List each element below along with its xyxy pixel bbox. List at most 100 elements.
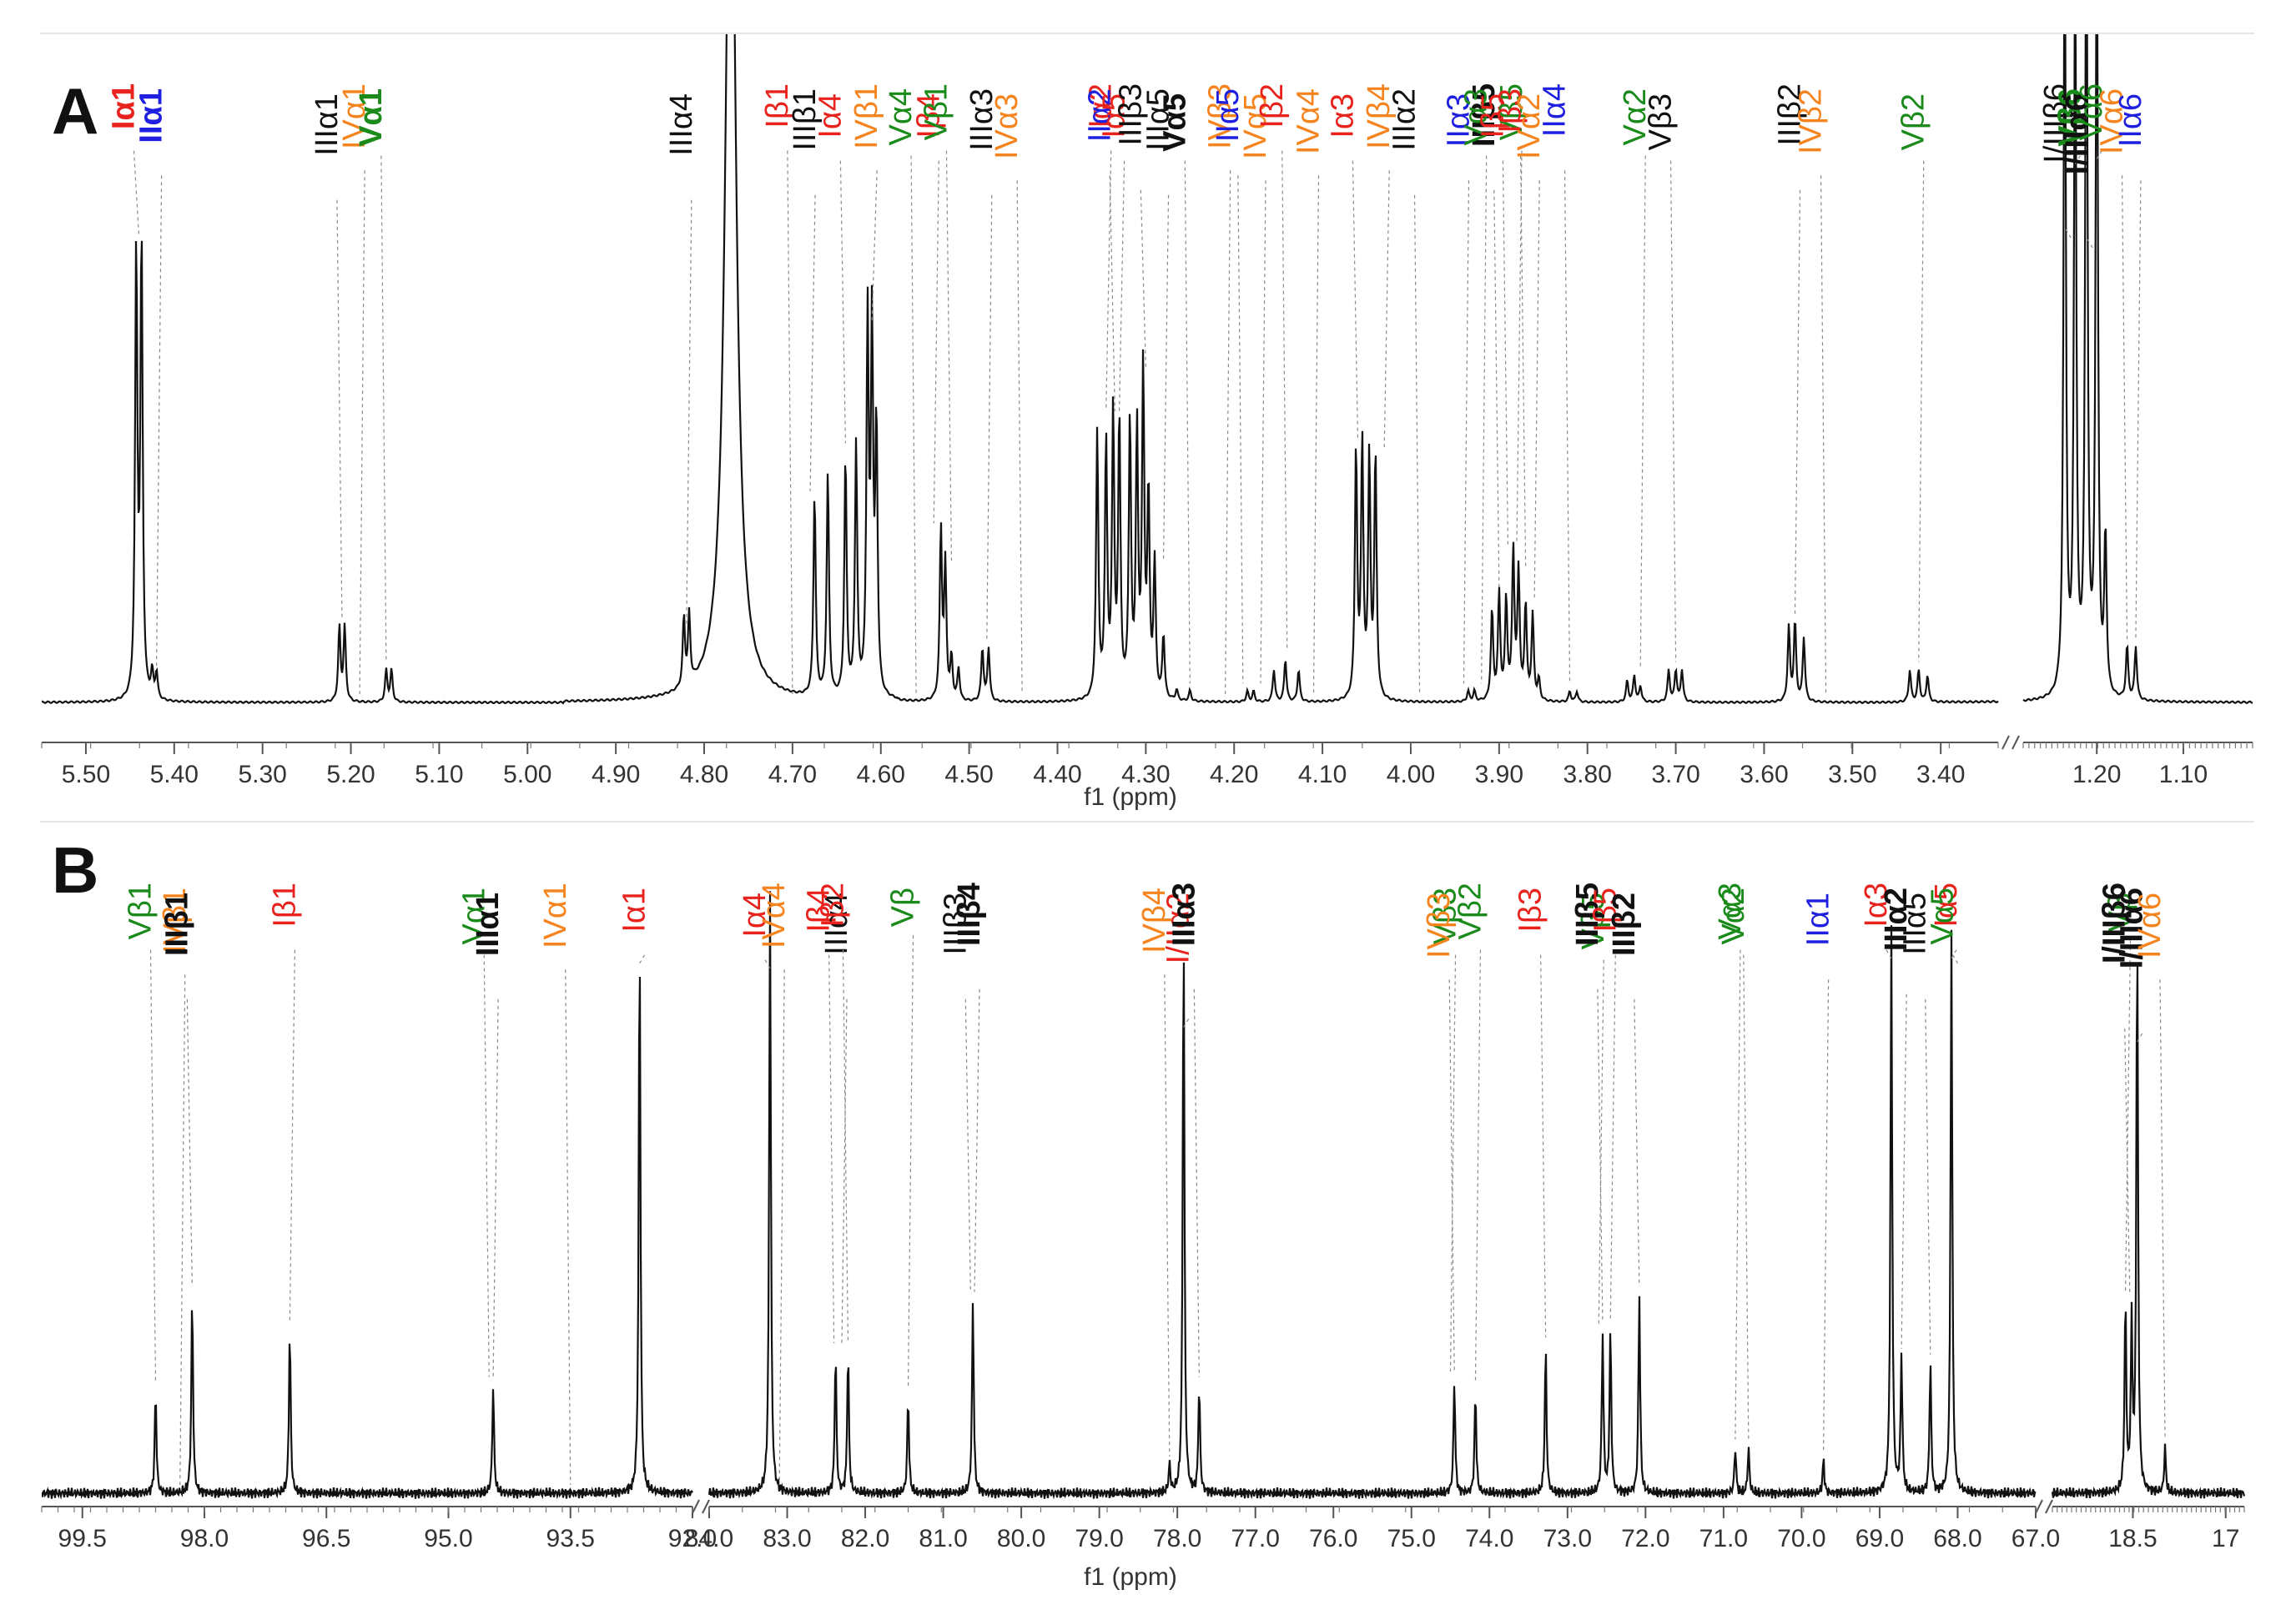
peak-assignment-label: IVα4	[1292, 88, 1327, 154]
peak-assignment-label: Iβ1	[267, 883, 302, 928]
peak-assignment-label: IIα3	[1441, 93, 1476, 147]
peak-assignment-label: IIIβ5	[1467, 83, 1502, 147]
x-tick-label: 4.50	[944, 761, 993, 788]
annotation-leader-line	[179, 974, 186, 1486]
annotation-leader-line	[986, 194, 993, 641]
peak-assignment-label: Iβ2	[815, 883, 850, 928]
annotation-leader-line	[1609, 954, 1616, 1321]
x-tick-label: 1.20	[2072, 761, 2121, 788]
spectrum-trace	[2051, 965, 2246, 1499]
peak-assignment-label: IVβ4	[1362, 83, 1397, 149]
annotation-leader-line	[1925, 999, 1931, 1355]
peak-assignment-label: IIIα2	[1387, 88, 1422, 151]
peak-assignment-label: Iα4	[813, 93, 848, 138]
x-tick-label: 4.90	[592, 761, 640, 788]
peak-assignment-label: Vα5	[1157, 93, 1192, 152]
peak-assignment-label: Vβ5	[1494, 83, 1529, 140]
peak-assignment-label: Iα1	[617, 888, 652, 933]
peak-assignment-label: Vα5	[1925, 888, 1960, 944]
peak-assignment-label: Iβ5	[1475, 93, 1510, 138]
x-tick-label: 4.60	[857, 761, 905, 788]
annotation-leader-line	[1413, 194, 1421, 695]
peak-assignment-label: IVα2	[1512, 93, 1547, 159]
peak-assignment-label: IIIβ5	[1570, 883, 1605, 946]
peak-assignment-label: IVα1	[538, 883, 573, 948]
peak-assignment-label: Vβ	[2103, 893, 2138, 932]
annotation-leader-line	[2159, 979, 2166, 1440]
peak-assignment-label: IVβ1	[849, 83, 884, 149]
peak-assignment-label: IIIα2	[1879, 888, 1914, 951]
peak-assignment-label: Iα1	[106, 83, 141, 129]
annotation-leader-line	[2074, 155, 2081, 164]
annotation-leader-line	[149, 949, 157, 1383]
peak-assignment-label: IIIα5	[1141, 88, 1176, 151]
annotation-leader-line	[1449, 954, 1457, 1372]
peak-assignment-label: IVα5	[1238, 93, 1273, 159]
peak-assignment-label: IIIα3	[1166, 883, 1201, 946]
annotation-leader-line	[1184, 160, 1191, 684]
peak-assignment-label: Vα3	[1713, 883, 1748, 939]
x-tick-label: 76.0	[1309, 1525, 1357, 1552]
x-tick-label: 72.0	[1621, 1525, 1669, 1552]
peak-assignment-label: Iα2	[1084, 83, 1119, 128]
peak-assignment-label: IIα6	[2113, 93, 2148, 147]
annotation-leader-line	[842, 949, 849, 1344]
x-tick-label: 1.10	[2159, 761, 2208, 788]
x-tick-label: 4.10	[1298, 761, 1347, 788]
peak-assignment-label: IIα1	[134, 88, 169, 143]
x-tick-label: 84.0	[685, 1525, 733, 1552]
annotation-leader-line	[1563, 170, 1571, 684]
annotation-leader-line	[1597, 989, 1604, 1321]
peak-assignment-label: IIIα1	[471, 893, 506, 956]
peak-assignment-label: IVβ3	[1422, 893, 1457, 958]
peak-assignment-label: Iβ3	[1513, 888, 1548, 933]
annotation-leader-line	[156, 175, 163, 668]
peak-assignment-label: Vβ6	[2052, 88, 2087, 147]
peak-assignment-label: Vβ3	[1428, 888, 1463, 944]
x-tick-label: 3.70	[1651, 761, 1699, 788]
x-tick-label: 99.5	[58, 1525, 107, 1552]
annotation-leader-line	[2124, 940, 2132, 1292]
peak-assignment-label: Vα1	[456, 888, 491, 944]
peak-assignment-label: Vβ3	[1644, 93, 1679, 150]
peak-assignment-label: IVβ2	[1794, 88, 1829, 154]
annotation-leader-line	[1225, 170, 1231, 695]
panel-a-proton-spectrum: A 5.50 5.40 5.30 5.20 5.10 5.00 4.90 4.80 4.70 4.6…	[41, 33, 2253, 811]
annotation-leader-line	[2065, 229, 2072, 239]
x-axis-title: f1 (ppm)	[1084, 783, 1177, 811]
annotation-leader-line	[1183, 1019, 1190, 1028]
annotation-leader-line	[336, 199, 343, 620]
annotation-leader-line	[1901, 994, 1907, 1349]
axis-break-mark	[702, 1499, 710, 1514]
annotation-leader-line	[1823, 979, 1830, 1451]
panel-b-carbon-spectrum: B 99.5 98.0 96.5 95.0 93.5 92.084.0 83.0 82.0 81.…	[41, 833, 2246, 1591]
x-tick-label: 4.20	[1210, 761, 1258, 788]
annotation-leader-line	[2087, 239, 2093, 249]
annotation-leader-line	[1886, 949, 1892, 958]
peak-assignment-label: IIIβ2	[1607, 893, 1642, 956]
peak-assignment-label: IIIβ2	[1773, 83, 1808, 146]
peak-assignment-label: IIIβ1	[788, 88, 823, 151]
x-tick-label: 4.40	[1033, 761, 1081, 788]
annotation-leader-line	[907, 935, 914, 1389]
peak-assignment-label: Vα3	[1459, 88, 1494, 145]
x-tick-label: 5.20	[326, 761, 375, 788]
peak-assignment-label: Vβ2	[1896, 93, 1931, 150]
x-tick-label: 75.0	[1387, 1525, 1436, 1552]
peak-assignment-label: IVβ1	[158, 888, 193, 953]
annotation-leader-line	[828, 954, 835, 1344]
annotation-leader-line	[2121, 175, 2128, 641]
annotation-leader-line	[871, 170, 878, 321]
peak-assignment-label: IIIβ3	[938, 893, 973, 955]
x-tick-label: 93.5	[546, 1525, 595, 1552]
x-tick-label: 73.0	[1543, 1525, 1592, 1552]
axis-break-mark	[2045, 1499, 2053, 1514]
x-tick-label: 82.0	[841, 1525, 889, 1552]
x-tick-label: 77.0	[1231, 1525, 1280, 1552]
annotation-leader-line	[1162, 194, 1170, 561]
peak-assignment-label: IIIα3	[964, 88, 999, 151]
peak-assignment-label: Vβ	[886, 888, 921, 927]
peak-assignment-label: IVα1	[337, 83, 372, 149]
x-axis-title: f1 (ppm)	[1084, 1563, 1177, 1591]
peak-assignment-label: Vβ5	[1576, 893, 1611, 949]
